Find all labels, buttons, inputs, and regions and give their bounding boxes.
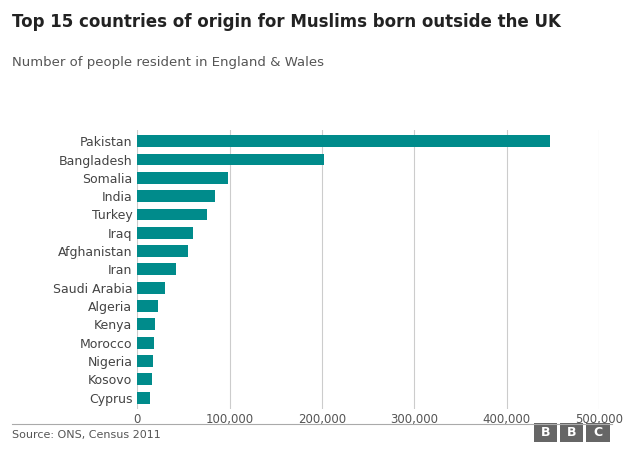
Text: C: C [593, 427, 602, 439]
Bar [137, 208, 207, 220]
Text: B: B [567, 427, 577, 439]
Bar [137, 355, 153, 367]
Bar [137, 172, 228, 184]
Text: Source: ONS, Census 2011: Source: ONS, Census 2011 [12, 430, 161, 440]
Bar [137, 245, 188, 257]
Bar [137, 337, 154, 348]
Bar [137, 154, 324, 166]
Bar [137, 373, 152, 385]
Bar [137, 227, 193, 239]
Bar [137, 392, 150, 404]
Bar [137, 300, 158, 312]
Bar [137, 282, 165, 294]
Bar [137, 190, 215, 202]
Bar [137, 135, 550, 147]
Text: Top 15 countries of origin for Muslims born outside the UK: Top 15 countries of origin for Muslims b… [12, 13, 562, 31]
Text: B: B [540, 427, 550, 439]
Text: Number of people resident in England & Wales: Number of people resident in England & W… [12, 56, 324, 69]
Bar [137, 318, 155, 330]
Bar [137, 264, 176, 275]
